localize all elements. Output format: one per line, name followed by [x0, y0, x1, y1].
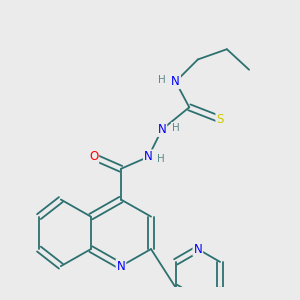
Text: N: N: [117, 260, 125, 273]
Text: N: N: [194, 243, 202, 256]
Text: N: N: [158, 123, 166, 136]
Text: H: H: [172, 123, 179, 133]
Text: H: H: [158, 75, 166, 85]
Text: H: H: [158, 154, 165, 164]
Text: N: N: [144, 150, 153, 163]
Text: S: S: [216, 113, 224, 126]
Text: O: O: [89, 150, 98, 163]
Text: N: N: [171, 75, 180, 88]
